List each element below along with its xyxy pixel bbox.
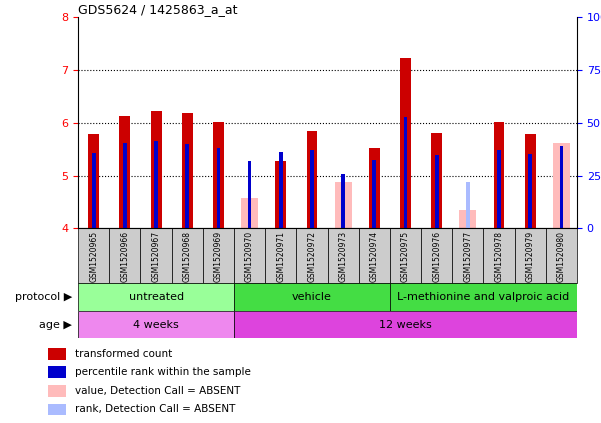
Text: GSM1520967: GSM1520967 [151,231,160,282]
Bar [275,161,286,228]
Bar [216,148,221,228]
Bar [359,228,390,283]
Bar [335,182,352,228]
Bar [78,311,234,338]
Text: GSM1520977: GSM1520977 [463,231,472,282]
Bar [435,156,439,228]
Bar [185,144,189,228]
Text: untreated: untreated [129,292,184,302]
Bar [390,283,577,311]
Bar [48,404,66,415]
Text: GSM1520966: GSM1520966 [120,231,129,282]
Text: GSM1520979: GSM1520979 [526,231,535,282]
Bar [213,122,224,228]
Bar [48,366,66,378]
Text: GSM1520974: GSM1520974 [370,231,379,282]
Text: vehicle: vehicle [292,292,332,302]
Bar [307,131,317,228]
Bar [431,133,442,228]
Text: GSM1520970: GSM1520970 [245,231,254,282]
Bar [390,228,421,283]
Text: GSM1520965: GSM1520965 [89,231,98,282]
Bar [182,113,193,228]
Text: 12 weeks: 12 weeks [379,320,432,330]
Bar [310,150,314,228]
Text: L-methionine and valproic acid: L-methionine and valproic acid [397,292,570,302]
Bar [248,161,251,228]
Text: rank, Detection Call = ABSENT: rank, Detection Call = ABSENT [75,404,236,415]
Text: GSM1520980: GSM1520980 [557,231,566,282]
Bar [341,175,345,228]
Text: GSM1520972: GSM1520972 [308,231,317,282]
Bar [109,228,141,283]
Bar [123,143,127,228]
Bar [234,228,265,283]
Bar [546,228,577,283]
Bar [369,148,380,228]
Bar [328,228,359,283]
Text: percentile rank within the sample: percentile rank within the sample [75,367,251,377]
Bar [265,228,296,283]
Text: GSM1520978: GSM1520978 [495,231,504,282]
Bar [88,135,99,228]
Bar [528,154,532,228]
Bar [497,150,501,228]
Bar [404,118,407,228]
Bar [120,116,130,228]
Text: GDS5624 / 1425863_a_at: GDS5624 / 1425863_a_at [78,3,237,16]
Text: GSM1520973: GSM1520973 [338,231,347,282]
Bar [400,58,411,228]
Bar [493,122,504,228]
Bar [483,228,514,283]
Bar [78,228,109,283]
Text: GSM1520975: GSM1520975 [401,231,410,282]
Bar [514,228,546,283]
Text: protocol ▶: protocol ▶ [15,292,72,302]
Text: GSM1520968: GSM1520968 [183,231,192,282]
Bar [234,311,577,338]
Text: GSM1520971: GSM1520971 [276,231,285,282]
Bar [48,385,66,397]
Bar [234,283,390,311]
Bar [459,210,477,228]
Bar [241,198,258,228]
Bar [560,146,563,228]
Bar [466,182,470,228]
Bar [553,143,570,228]
Bar [92,154,96,228]
Bar [141,228,172,283]
Text: 4 weeks: 4 weeks [133,320,179,330]
Bar [279,152,282,228]
Bar [421,228,452,283]
Text: age ▶: age ▶ [39,320,72,330]
Bar [248,180,251,228]
Bar [203,228,234,283]
Bar [341,175,345,228]
Bar [78,283,234,311]
Text: GSM1520969: GSM1520969 [214,231,223,282]
Bar [296,228,328,283]
Text: transformed count: transformed count [75,349,172,359]
Bar [48,348,66,360]
Bar [452,228,483,283]
Bar [525,135,535,228]
Text: value, Detection Call = ABSENT: value, Detection Call = ABSENT [75,386,240,396]
Bar [151,111,162,228]
Bar [172,228,203,283]
Text: GSM1520976: GSM1520976 [432,231,441,282]
Bar [373,160,376,228]
Bar [154,141,158,228]
